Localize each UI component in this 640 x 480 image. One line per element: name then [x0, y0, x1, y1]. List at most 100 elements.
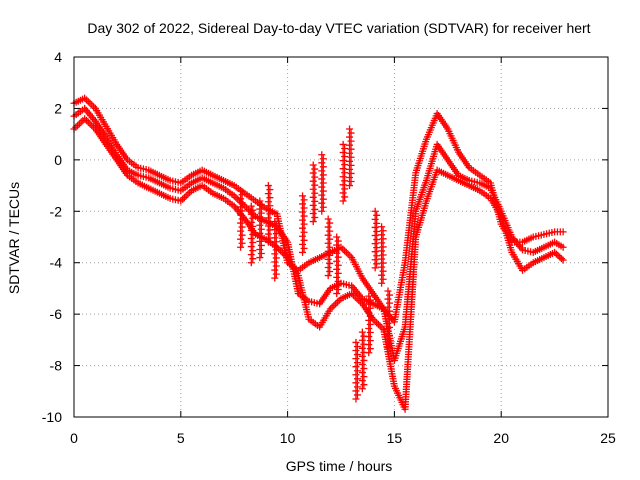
data-point [198, 174, 215, 186]
data-point [326, 296, 343, 313]
data-point [390, 261, 409, 326]
data-point [70, 95, 87, 107]
data-point [198, 182, 215, 196]
data-point [113, 151, 130, 172]
data-point [81, 94, 98, 111]
y-tick-label: 4 [54, 49, 62, 65]
data-point [91, 117, 109, 139]
data-point [529, 255, 546, 267]
data-point [540, 249, 556, 262]
data-point [346, 125, 355, 190]
data-point [551, 248, 565, 263]
data-point [187, 167, 204, 179]
x-tick-label: 25 [600, 430, 616, 446]
data-point [444, 171, 460, 183]
data-point [316, 307, 333, 331]
x-tick-label: 10 [280, 430, 296, 446]
data-point [247, 202, 257, 267]
data-point [155, 189, 172, 201]
x-tick-label: 20 [493, 430, 509, 446]
data-point [339, 140, 349, 205]
data-point [444, 156, 461, 177]
data-point [324, 215, 334, 280]
data-point [113, 140, 130, 162]
data-point [487, 179, 505, 226]
data-point [497, 220, 515, 244]
data-point [529, 244, 546, 256]
y-tick-label: -6 [50, 306, 63, 322]
data-point [378, 223, 387, 287]
data-point [433, 110, 450, 131]
data-point [519, 260, 535, 274]
data-point [401, 171, 419, 267]
x-tick-label: 5 [177, 430, 185, 446]
data-point [358, 328, 368, 393]
x-axis-label: GPS time / hours [286, 458, 393, 474]
data-point [559, 228, 567, 236]
data-point [91, 104, 109, 128]
data-point [352, 338, 361, 403]
data-point [465, 182, 482, 194]
data-point [390, 325, 408, 364]
data-point [365, 292, 374, 357]
data-point [348, 254, 365, 280]
data-point [497, 207, 515, 239]
data-point [348, 282, 365, 301]
data-point [177, 173, 193, 187]
data-point [187, 175, 204, 187]
data-point [371, 207, 381, 272]
data-point [271, 218, 280, 282]
data-point [465, 164, 482, 178]
plot-frame [73, 56, 609, 418]
data-point [102, 133, 119, 156]
data-point [422, 143, 440, 184]
data-point [412, 179, 430, 215]
axis-ticks: 0 5 10 15 20 25 -10 -8 -6 -4 -2 0 2 4 [42, 49, 616, 446]
data-point [422, 169, 440, 205]
grid-lines [74, 57, 608, 417]
data-point [299, 192, 308, 256]
data-point [209, 171, 225, 183]
data-point [209, 189, 225, 201]
data-point [81, 115, 98, 131]
data-point [476, 187, 492, 201]
data-point [294, 260, 311, 274]
data-point [187, 183, 204, 195]
x-tick-label: 15 [387, 430, 403, 446]
y-axis-label: SDTVAR / TECUs [6, 182, 22, 294]
data-point [70, 116, 87, 133]
data-point [220, 176, 236, 189]
data-point [316, 286, 333, 308]
data-point [476, 171, 492, 185]
data-point [519, 234, 535, 246]
y-tick-label: -4 [50, 255, 63, 271]
data-point [264, 182, 274, 246]
data-point [305, 315, 322, 329]
data-point [333, 233, 342, 298]
series-spikes [237, 125, 393, 403]
data-point [412, 138, 430, 177]
data-point [145, 174, 161, 186]
data-point [177, 181, 193, 195]
data-point [380, 326, 398, 388]
data-point [209, 179, 225, 191]
y-tick-label: 0 [54, 152, 62, 168]
data-point [309, 161, 319, 226]
y-tick-label: 2 [54, 100, 62, 116]
data-point [241, 189, 257, 203]
data-point [454, 171, 471, 183]
x-tick-label: 0 [70, 430, 78, 446]
data-point [508, 248, 525, 272]
data-point [337, 291, 354, 303]
series-track-c [70, 94, 567, 326]
y-tick-label: -10 [42, 409, 62, 425]
data-point [540, 229, 556, 238]
data-point [284, 238, 302, 295]
data-point [318, 151, 327, 215]
data-point [134, 179, 151, 191]
data-point [519, 246, 535, 256]
data-point [237, 187, 246, 251]
data-point [358, 274, 376, 296]
data-point [294, 290, 311, 304]
